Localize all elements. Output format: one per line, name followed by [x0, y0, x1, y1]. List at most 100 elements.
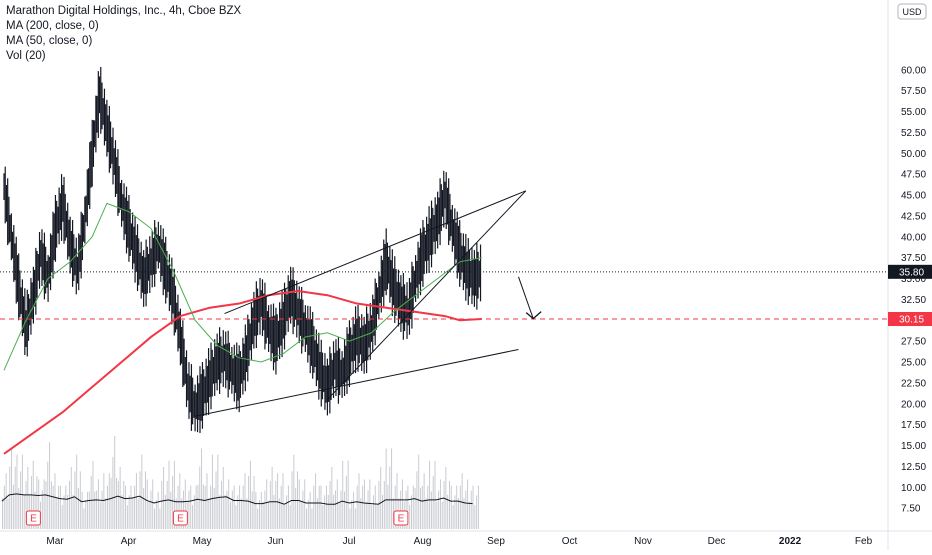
volume-bar [141, 454, 143, 529]
indicator-volume[interactable]: Vol (20) [6, 50, 46, 62]
volume-bar [170, 491, 172, 529]
volume-bar [459, 485, 461, 529]
volume-bar [52, 485, 54, 529]
volume-bar [400, 490, 402, 529]
volume-bar [206, 473, 208, 529]
volume-bar [410, 495, 412, 529]
volume-bar [293, 454, 295, 529]
volume-bar [99, 501, 101, 529]
volume-bar [387, 484, 389, 529]
volume-bar [407, 485, 409, 529]
volume-bar [155, 500, 157, 529]
volume-bar [441, 501, 443, 529]
volume-bar [197, 484, 199, 529]
volume-bar [329, 480, 331, 529]
earnings-marker[interactable] [25, 510, 41, 526]
y-tick-label: 57.50 [901, 86, 926, 97]
volume-bar [74, 471, 76, 529]
volume-bar [324, 495, 326, 529]
horizontal-level-label: 30.15 [899, 314, 924, 325]
earnings-marker[interactable] [172, 510, 188, 526]
volume-bar [463, 498, 465, 529]
volume-bar [114, 436, 116, 529]
currency-badge[interactable] [897, 3, 927, 20]
volume-bar [461, 473, 463, 529]
indicator-ma200[interactable]: MA (200, close, 0) [6, 20, 99, 32]
x-tick-label: Jun [267, 536, 283, 547]
volume-bar [320, 485, 322, 529]
trendline[interactable] [194, 348, 519, 417]
volume-bar [188, 490, 190, 529]
y-tick-label: 50.00 [901, 149, 926, 160]
volume-bar [204, 485, 206, 529]
volume-bar [412, 485, 414, 529]
volume-bar [43, 479, 45, 529]
volume-bar [166, 480, 168, 529]
volume-bar [182, 490, 184, 529]
volume-bar [240, 498, 242, 529]
volume-bar [358, 473, 360, 529]
volume-bar [300, 501, 302, 529]
volume-bar [92, 460, 94, 529]
volume-bar [336, 479, 338, 529]
volume-bar [219, 494, 221, 529]
volume-bar [164, 494, 166, 529]
indicator-ma50[interactable]: MA (50, close, 0) [6, 35, 93, 47]
volume-bar [436, 501, 438, 529]
arrowhead [525, 311, 542, 320]
volume-bar [401, 479, 403, 529]
volume-bar [316, 498, 318, 529]
trendline[interactable] [327, 190, 527, 400]
volume-bar [230, 501, 232, 529]
volume-bar [452, 505, 454, 529]
volume-bar [295, 488, 297, 529]
volume-bar [392, 498, 394, 529]
volume-bar [130, 485, 132, 529]
volume-bar [287, 485, 289, 529]
volume-bar [416, 471, 418, 529]
volume-bar [233, 485, 235, 529]
volume-bar [94, 491, 96, 529]
volume-bar [467, 479, 469, 529]
volume-bar [273, 494, 275, 529]
volume-bar [344, 491, 346, 529]
y-tick-label: 22.50 [901, 378, 926, 389]
y-tick-label: 37.50 [901, 253, 926, 264]
y-tick-label: 32.50 [901, 295, 926, 306]
volume-bar [61, 505, 63, 529]
volume-bar [49, 442, 51, 529]
volume-bar [199, 466, 201, 529]
earnings-marker[interactable] [393, 510, 409, 526]
y-tick-label: 60.00 [901, 65, 926, 76]
volume-bar [448, 480, 450, 529]
volume-bar [333, 494, 335, 529]
volume-bar [220, 480, 222, 529]
y-tick-label: 45.00 [901, 191, 926, 202]
volume-bar [334, 490, 336, 529]
volume-bar [278, 498, 280, 529]
volume-bar [349, 508, 351, 529]
volume-bar [262, 501, 264, 529]
x-tick-label: May [193, 536, 212, 547]
volume-bar [430, 491, 432, 529]
trendline[interactable] [518, 276, 534, 319]
volume-bar [179, 473, 181, 529]
volume-bar [347, 460, 349, 529]
volume-bar [367, 490, 369, 529]
volume-ma-line [1, 493, 473, 505]
trendline[interactable] [224, 190, 527, 315]
volume-bar [421, 485, 423, 529]
volume-bar [289, 505, 291, 529]
x-tick-label: Aug [414, 536, 432, 547]
volume-bar [36, 476, 38, 529]
volume-bar [353, 491, 355, 529]
y-tick-label: 42.50 [901, 211, 926, 222]
volume-bar [354, 508, 356, 529]
x-tick-label: 2022 [779, 536, 802, 547]
volume-bar [477, 485, 479, 529]
volume-bar [106, 485, 108, 529]
volume-bar [50, 481, 52, 529]
volume-bar [277, 473, 279, 529]
